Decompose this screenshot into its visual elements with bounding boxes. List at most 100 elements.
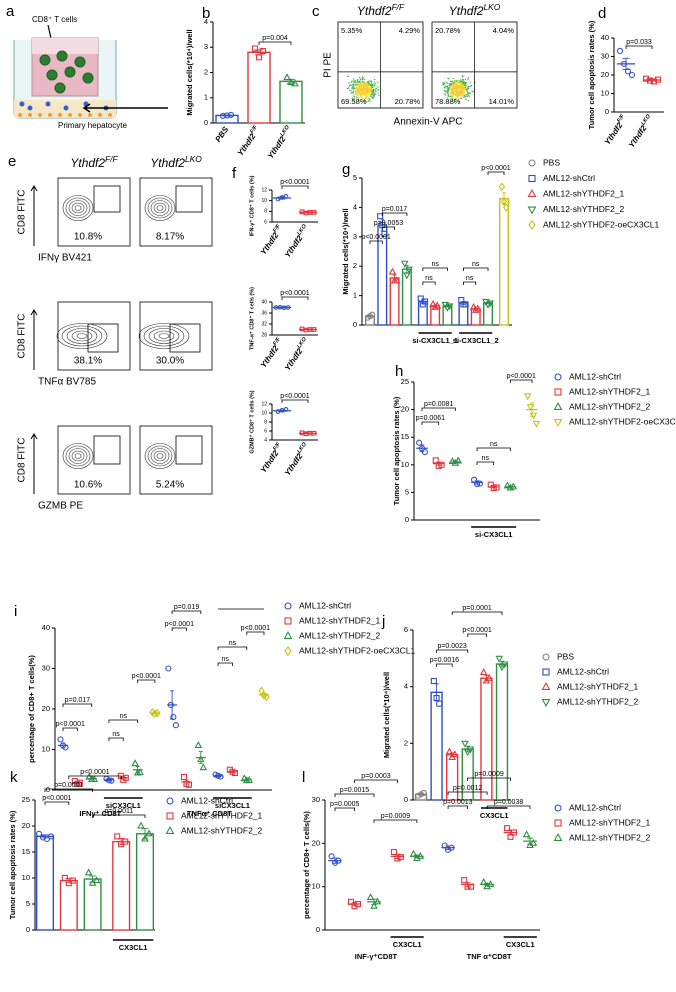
data-point [381,230,388,237]
contour [66,328,98,344]
label-superscript: F/F [273,336,283,347]
data-point [466,746,475,754]
data-point [436,700,443,707]
y-tick-label: 0 [46,785,50,794]
significance-bracket [281,185,309,189]
event-dot [369,100,371,102]
event-dot [357,81,359,83]
significance-bracket [171,610,202,614]
data-point [137,821,145,829]
p-value: p<0.0001 [280,179,309,186]
data-point [263,692,270,702]
legend-label: AML12-shYTHDF2_1 [299,615,381,625]
event-dot [451,97,453,100]
data-point [526,404,535,412]
y-axis-title: Tumor cell apoptosis rates (%) [392,396,401,505]
event-dot [443,82,445,84]
event-dot [352,95,355,97]
significance-bracket [422,281,436,285]
event-dot [446,85,448,88]
data-point [476,480,483,487]
gate [93,435,121,465]
legend-marker [528,220,536,230]
data-point [197,755,205,763]
y-tick-label: 20 [22,821,30,830]
significance-bracket [436,649,469,653]
quadrant-percent: 78.88% [435,97,461,106]
data-point [532,420,541,428]
event-dot [452,96,455,98]
event-dot [351,87,353,90]
event-dot [449,95,451,97]
panel-label: f [232,165,237,182]
data-point [431,302,439,310]
event-dot [451,88,454,90]
x-tick-label: Ythdf2F/F [602,113,629,146]
contour [68,448,88,464]
legend-label: AML12-shYTHDF2-oeCX3CL1 [543,219,659,229]
event-dot [363,100,365,103]
event-dot [363,90,365,92]
data-point [285,305,291,310]
data-point [441,842,448,849]
data-point [467,883,475,890]
data-point [400,260,409,268]
event-dot [462,86,465,89]
event-dot [357,98,359,101]
data-point [76,779,83,786]
y-tick-label: 30 [312,795,320,804]
panel-label: b [202,5,210,22]
y-tick-label: 20 [601,70,609,79]
event-dot [365,93,368,96]
significance-bracket [486,805,531,809]
event-dot [370,93,373,96]
significance-bracket [62,727,78,731]
data-point [500,197,508,206]
event-dot [457,84,459,86]
group-label: CX3CL1 [480,811,509,820]
legend-marker [553,832,563,841]
label-superscript: F/F [617,113,627,124]
p-value: p<0.0001 [165,621,194,628]
event-dot [374,78,376,81]
legend-marker [165,825,175,834]
x-tick-label: Ythdf2LKO [282,441,311,477]
significance-bracket [44,788,94,792]
p-value: p<0.0001 [280,290,309,297]
significance-bracket [334,807,355,811]
y-tick-label: 5 [26,899,30,908]
event-dot [371,91,374,93]
y-tick-label: 40 [601,33,609,42]
event-dot [472,91,475,93]
label-superscript: LKO [185,154,202,164]
data-point [279,407,285,413]
significance-bracket [421,407,456,411]
data-point [131,759,139,767]
p-value: p=0.0023 [437,643,466,650]
event-dot [360,84,362,86]
cluster-label: TNFα⁺ CD8T [187,809,232,818]
y-axis-title: Tumor cell apoptosis rates (%) [587,20,596,129]
event-dot [444,87,446,89]
event-dot [468,85,470,88]
data-point [390,848,398,856]
label-base: Ythdf2 [357,4,392,18]
x-axis-title: GZMB PE [38,501,83,512]
event-dot [451,91,454,93]
contour [144,195,176,221]
data-point [85,772,94,780]
data-point [471,305,480,313]
event-dot [454,93,457,96]
event-dot [356,94,358,96]
data-point [388,267,397,275]
legend-label: AML12-shYTHDF2_1 [569,817,651,827]
data-point [185,781,193,788]
event-dot [363,83,365,86]
y-tick-label: 1 [204,93,208,102]
label-superscript: F/F [250,124,260,135]
event-dot [366,96,368,98]
event-dot [361,80,363,83]
data-point [275,196,281,202]
event-dot [367,90,369,92]
p-value: p=0.0013 [443,799,472,806]
